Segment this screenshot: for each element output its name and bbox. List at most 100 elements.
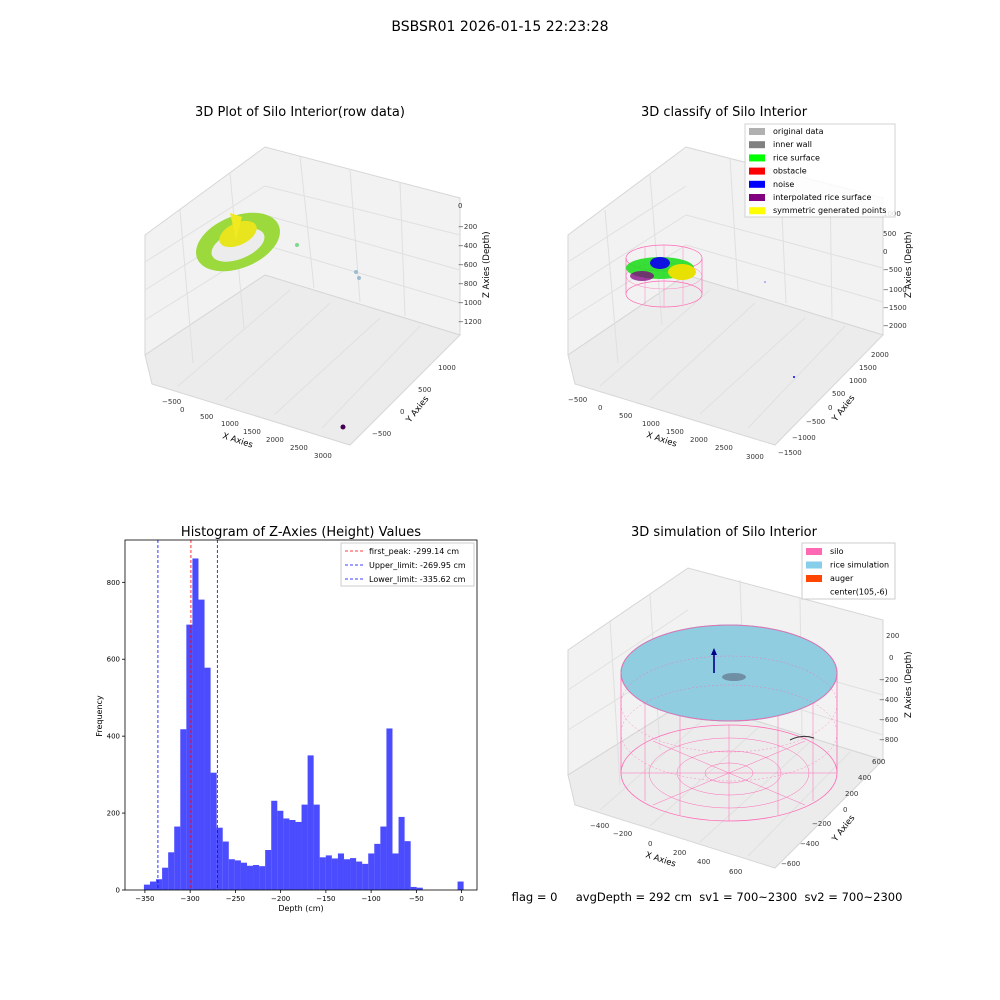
classify-legend-swatch: [749, 154, 765, 162]
hist-legend-label: first_peak: -299.14 cm: [369, 547, 459, 556]
raw-rice-cone: [230, 213, 242, 239]
classify-ytick: 1000: [849, 377, 867, 385]
hist-bar: [386, 728, 393, 890]
sim-xtick: −400: [590, 822, 609, 830]
hist-bar: [398, 816, 405, 890]
classify-xtick: 2000: [690, 436, 708, 444]
hist-bar: [356, 861, 363, 890]
hist-axes-frame: [124, 539, 478, 891]
sim-center-arrow: [711, 648, 717, 655]
hist-bar: [228, 859, 235, 890]
hist-xtick-label: −300: [181, 895, 200, 903]
classify-ytick: 2000: [871, 351, 889, 359]
classify-ztick: −1500: [883, 304, 907, 312]
hist-bar: [301, 804, 308, 890]
hist-bar: [410, 886, 417, 890]
sim-legend-swatch: [806, 548, 822, 555]
classify-xtick: −500: [568, 396, 587, 404]
hist-bar: [271, 800, 278, 890]
hist-bar: [416, 887, 423, 890]
raw-ytick: 0: [400, 408, 404, 416]
classify-legend: original data inner wall rice surface obsta…: [744, 123, 896, 218]
raw-ztick: −1000: [458, 299, 482, 307]
hist-bar: [277, 810, 284, 890]
classify-legend-label: rice surface: [773, 153, 820, 162]
sim-rice-depression: [722, 673, 746, 681]
classify-legend-label: noise: [773, 180, 794, 189]
classify-ztick: −500: [883, 266, 902, 274]
classify-legend-frame: [744, 123, 896, 218]
classify-legend-swatch: [749, 167, 765, 175]
hist-xtick-label: −50: [409, 895, 424, 903]
raw-y-axis-label: Y Axies: [404, 394, 432, 426]
panel-raw-data: 3D Plot of Silo Interior(row data): [144, 105, 492, 460]
classify-legend-label: obstacle: [773, 167, 807, 176]
raw-outlier-point: [340, 424, 346, 430]
raw-outlier-point: [295, 243, 299, 247]
hist-xtick-label: −100: [362, 895, 381, 903]
classify-ytick: −1000: [792, 434, 816, 442]
sim-legend: silo rice simulation auger center(105,-6): [801, 542, 896, 600]
hist-bar: [457, 881, 464, 890]
classify-legend-swatch: [749, 128, 765, 135]
sim-legend-label: silo: [830, 547, 844, 556]
classify-xtick: 500: [619, 412, 632, 420]
sim-z-axis-label: Z Axies (Depth): [904, 651, 914, 718]
sim-ztick: −600: [879, 716, 898, 724]
classify-xtick: 0: [598, 404, 602, 412]
panel-histogram: Histogram of Z-Axies (Height) Values −35…: [95, 525, 478, 913]
status-line: flag = 0 avgDepth = 292 cm sv1 = 700~230…: [512, 890, 903, 904]
raw-xtick: 2500: [290, 444, 308, 452]
raw-xtick: 2000: [266, 436, 284, 444]
hist-bar: [374, 843, 381, 890]
sim-panel-title: 3D simulation of Silo Interior: [631, 525, 818, 540]
hist-title: Histogram of Z-Axies (Height) Values: [181, 525, 421, 540]
raw-point-cloud: [196, 212, 361, 430]
hist-bar: [368, 853, 375, 890]
sim-legend-label: auger: [830, 574, 854, 583]
classify-legend-label: original data: [773, 127, 824, 136]
hist-xtick-label: −150: [316, 895, 335, 903]
classify-z-axis-label: Z Axies (Depth): [904, 231, 914, 298]
hist-bar: [168, 852, 175, 890]
hist-ytick-label: 600: [107, 656, 120, 664]
raw-outlier-point: [357, 276, 361, 280]
hist-xtick-label: 0: [459, 895, 463, 903]
hist-bar: [325, 855, 332, 890]
hist-legend-frame: [340, 542, 475, 587]
raw-xtick: 0: [180, 406, 184, 414]
classify-legend-swatch: [749, 141, 765, 149]
classify-legend-label: inner wall: [773, 140, 812, 149]
hist-bar: [198, 599, 205, 890]
sim-ytick: 600: [872, 758, 885, 766]
classify-xtick: 3000: [746, 453, 764, 461]
classify-xtick: 1500: [666, 428, 684, 436]
sim-ytick: −400: [800, 840, 819, 848]
raw-ytick: −500: [372, 430, 391, 438]
hist-bar: [246, 865, 254, 890]
hist-bar: [350, 858, 357, 890]
hist-x-axis-label: Depth (cm): [278, 904, 323, 913]
raw-ztick: −1200: [458, 318, 482, 326]
raw-ztick: −800: [458, 280, 477, 288]
hist-ytick-label: 200: [107, 810, 120, 818]
classify-ytick: 500: [832, 390, 845, 398]
hist-bar: [313, 804, 320, 890]
sim-legend-swatch: [806, 561, 822, 569]
hist-xtick-label: −200: [271, 895, 290, 903]
raw-panes: [144, 146, 461, 446]
hist-y-axis-label: Frequency: [95, 695, 104, 737]
sim-silo-wireframe: [620, 624, 838, 822]
hist-plot-area: −350 −300 −250 −200 −150 −100 −50 0 0 200 400 600 80…: [107, 539, 478, 903]
classify-ztick: −1000: [883, 286, 907, 294]
classify-noise-outlier: [793, 376, 795, 378]
hist-bar: [180, 729, 187, 890]
hist-bar: [331, 858, 338, 890]
hist-legend: first_peak: -299.14 cm Upper_limit: -269.…: [340, 542, 475, 587]
hist-xtick-label: −250: [226, 895, 245, 903]
classify-ztick: −2000: [883, 322, 907, 330]
hist-legend-label: Upper_limit: -269.95 cm: [369, 561, 466, 570]
classify-panes: [567, 146, 884, 446]
hist-bar: [307, 755, 314, 890]
sim-ztick: −200: [879, 676, 898, 684]
